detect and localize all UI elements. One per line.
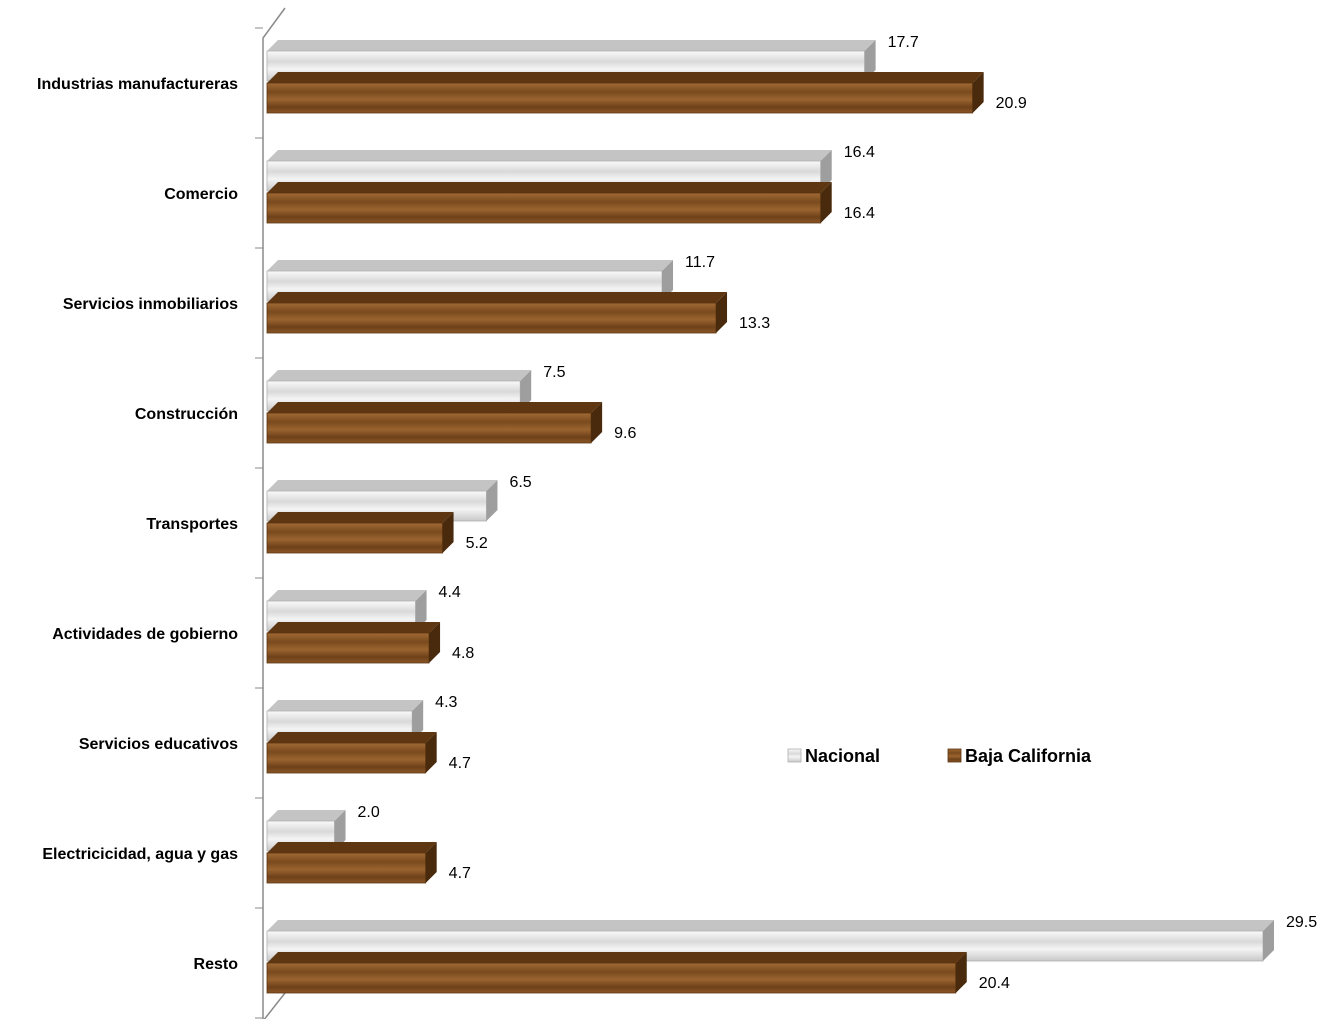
- legend-label: Baja California: [965, 746, 1092, 766]
- bar-side-face: [486, 480, 498, 521]
- data-label: 20.9: [996, 95, 1027, 112]
- bar-side-face: [1263, 920, 1274, 961]
- category-label: Resto: [194, 956, 239, 973]
- bar-top-face: [267, 260, 674, 271]
- category-label: Industrias manufactureras: [37, 76, 238, 93]
- y-axis-wall: [262, 7, 286, 1019]
- bar-side-face: [412, 700, 424, 741]
- bar-top-face: [267, 40, 876, 51]
- bar-baja-california: [266, 82, 974, 114]
- bar-baja-california: [266, 632, 430, 664]
- data-label: 7.5: [543, 364, 565, 381]
- data-label: 5.2: [466, 535, 488, 552]
- data-label: 4.4: [439, 584, 461, 601]
- bar-side-face: [425, 842, 437, 883]
- data-label: 11.7: [685, 254, 715, 271]
- bar-top-face: [267, 920, 1274, 931]
- legend-swatch: [947, 748, 962, 763]
- bar-side-face: [972, 72, 984, 113]
- bar-side-face: [425, 732, 437, 773]
- bar-side-face: [955, 952, 967, 993]
- category-label: Actividades de gobierno: [52, 626, 238, 643]
- bar-top-face: [267, 590, 427, 601]
- bar-top-face: [267, 292, 728, 303]
- data-label: 6.5: [509, 474, 531, 491]
- bar-side-face: [820, 150, 832, 191]
- bar-baja-california: [266, 192, 822, 224]
- bar-top-face: [267, 512, 454, 523]
- legend-swatch: [787, 748, 802, 763]
- bar-top-face: [267, 842, 437, 853]
- bar-top-face: [267, 72, 984, 83]
- data-label: 13.3: [739, 315, 770, 332]
- category-label: Electricicidad, agua y gas: [42, 846, 238, 863]
- category-label: Servicios inmobiliarios: [63, 296, 238, 313]
- data-label: 4.8: [452, 645, 474, 662]
- data-label: 16.4: [844, 144, 875, 161]
- bar-top-face: [267, 150, 832, 161]
- bar-side-face: [864, 40, 876, 81]
- bar-top-face: [267, 732, 437, 743]
- category-label: Construcción: [135, 406, 238, 423]
- bar-baja-california: [266, 412, 592, 444]
- category-label: Transportes: [146, 516, 238, 533]
- legend-label: Nacional: [805, 746, 880, 766]
- data-label: 20.4: [979, 975, 1010, 992]
- bar-side-face: [334, 810, 346, 851]
- bar-top-face: [267, 622, 441, 633]
- bar-top-face: [267, 700, 424, 711]
- bar-side-face: [415, 590, 427, 631]
- bar-top-face: [267, 402, 603, 413]
- data-label: 4.7: [449, 755, 471, 772]
- bar-side-face: [591, 402, 603, 443]
- category-label: Servicios educativos: [79, 736, 238, 753]
- bar-side-face: [520, 370, 532, 411]
- bar-side-face: [442, 512, 454, 553]
- data-label: 17.7: [888, 34, 919, 51]
- data-label: 9.6: [614, 425, 636, 442]
- bar-side-face: [662, 260, 674, 301]
- bar-baja-california: [266, 852, 427, 884]
- data-label: 29.5: [1286, 914, 1317, 931]
- data-label: 2.0: [358, 804, 380, 821]
- data-label: 4.3: [435, 694, 457, 711]
- category-label: Comercio: [164, 186, 238, 203]
- bar-side-face: [716, 292, 728, 333]
- bar-top-face: [267, 182, 832, 193]
- bar-baja-california: [266, 302, 717, 334]
- bar-top-face: [267, 810, 346, 821]
- bar-baja-california: [266, 522, 443, 554]
- bar-baja-california: [266, 962, 957, 994]
- data-label: 16.4: [844, 205, 875, 222]
- bar-baja-california: [266, 742, 427, 774]
- data-label: 4.7: [449, 865, 471, 882]
- bar-top-face: [267, 370, 532, 381]
- bar-top-face: [267, 952, 967, 963]
- bar-side-face: [429, 622, 441, 663]
- bar-top-face: [267, 480, 498, 491]
- bar-side-face: [820, 182, 832, 223]
